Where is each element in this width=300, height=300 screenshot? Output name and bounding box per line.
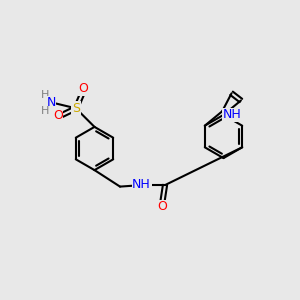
Text: O: O — [157, 200, 167, 214]
Text: H: H — [41, 106, 49, 116]
Text: H: H — [41, 89, 49, 100]
Text: S: S — [72, 102, 80, 115]
Text: NH: NH — [222, 108, 241, 122]
Text: N: N — [46, 96, 56, 110]
Text: O: O — [79, 82, 88, 95]
Text: NH: NH — [132, 178, 151, 191]
Text: O: O — [53, 109, 63, 122]
